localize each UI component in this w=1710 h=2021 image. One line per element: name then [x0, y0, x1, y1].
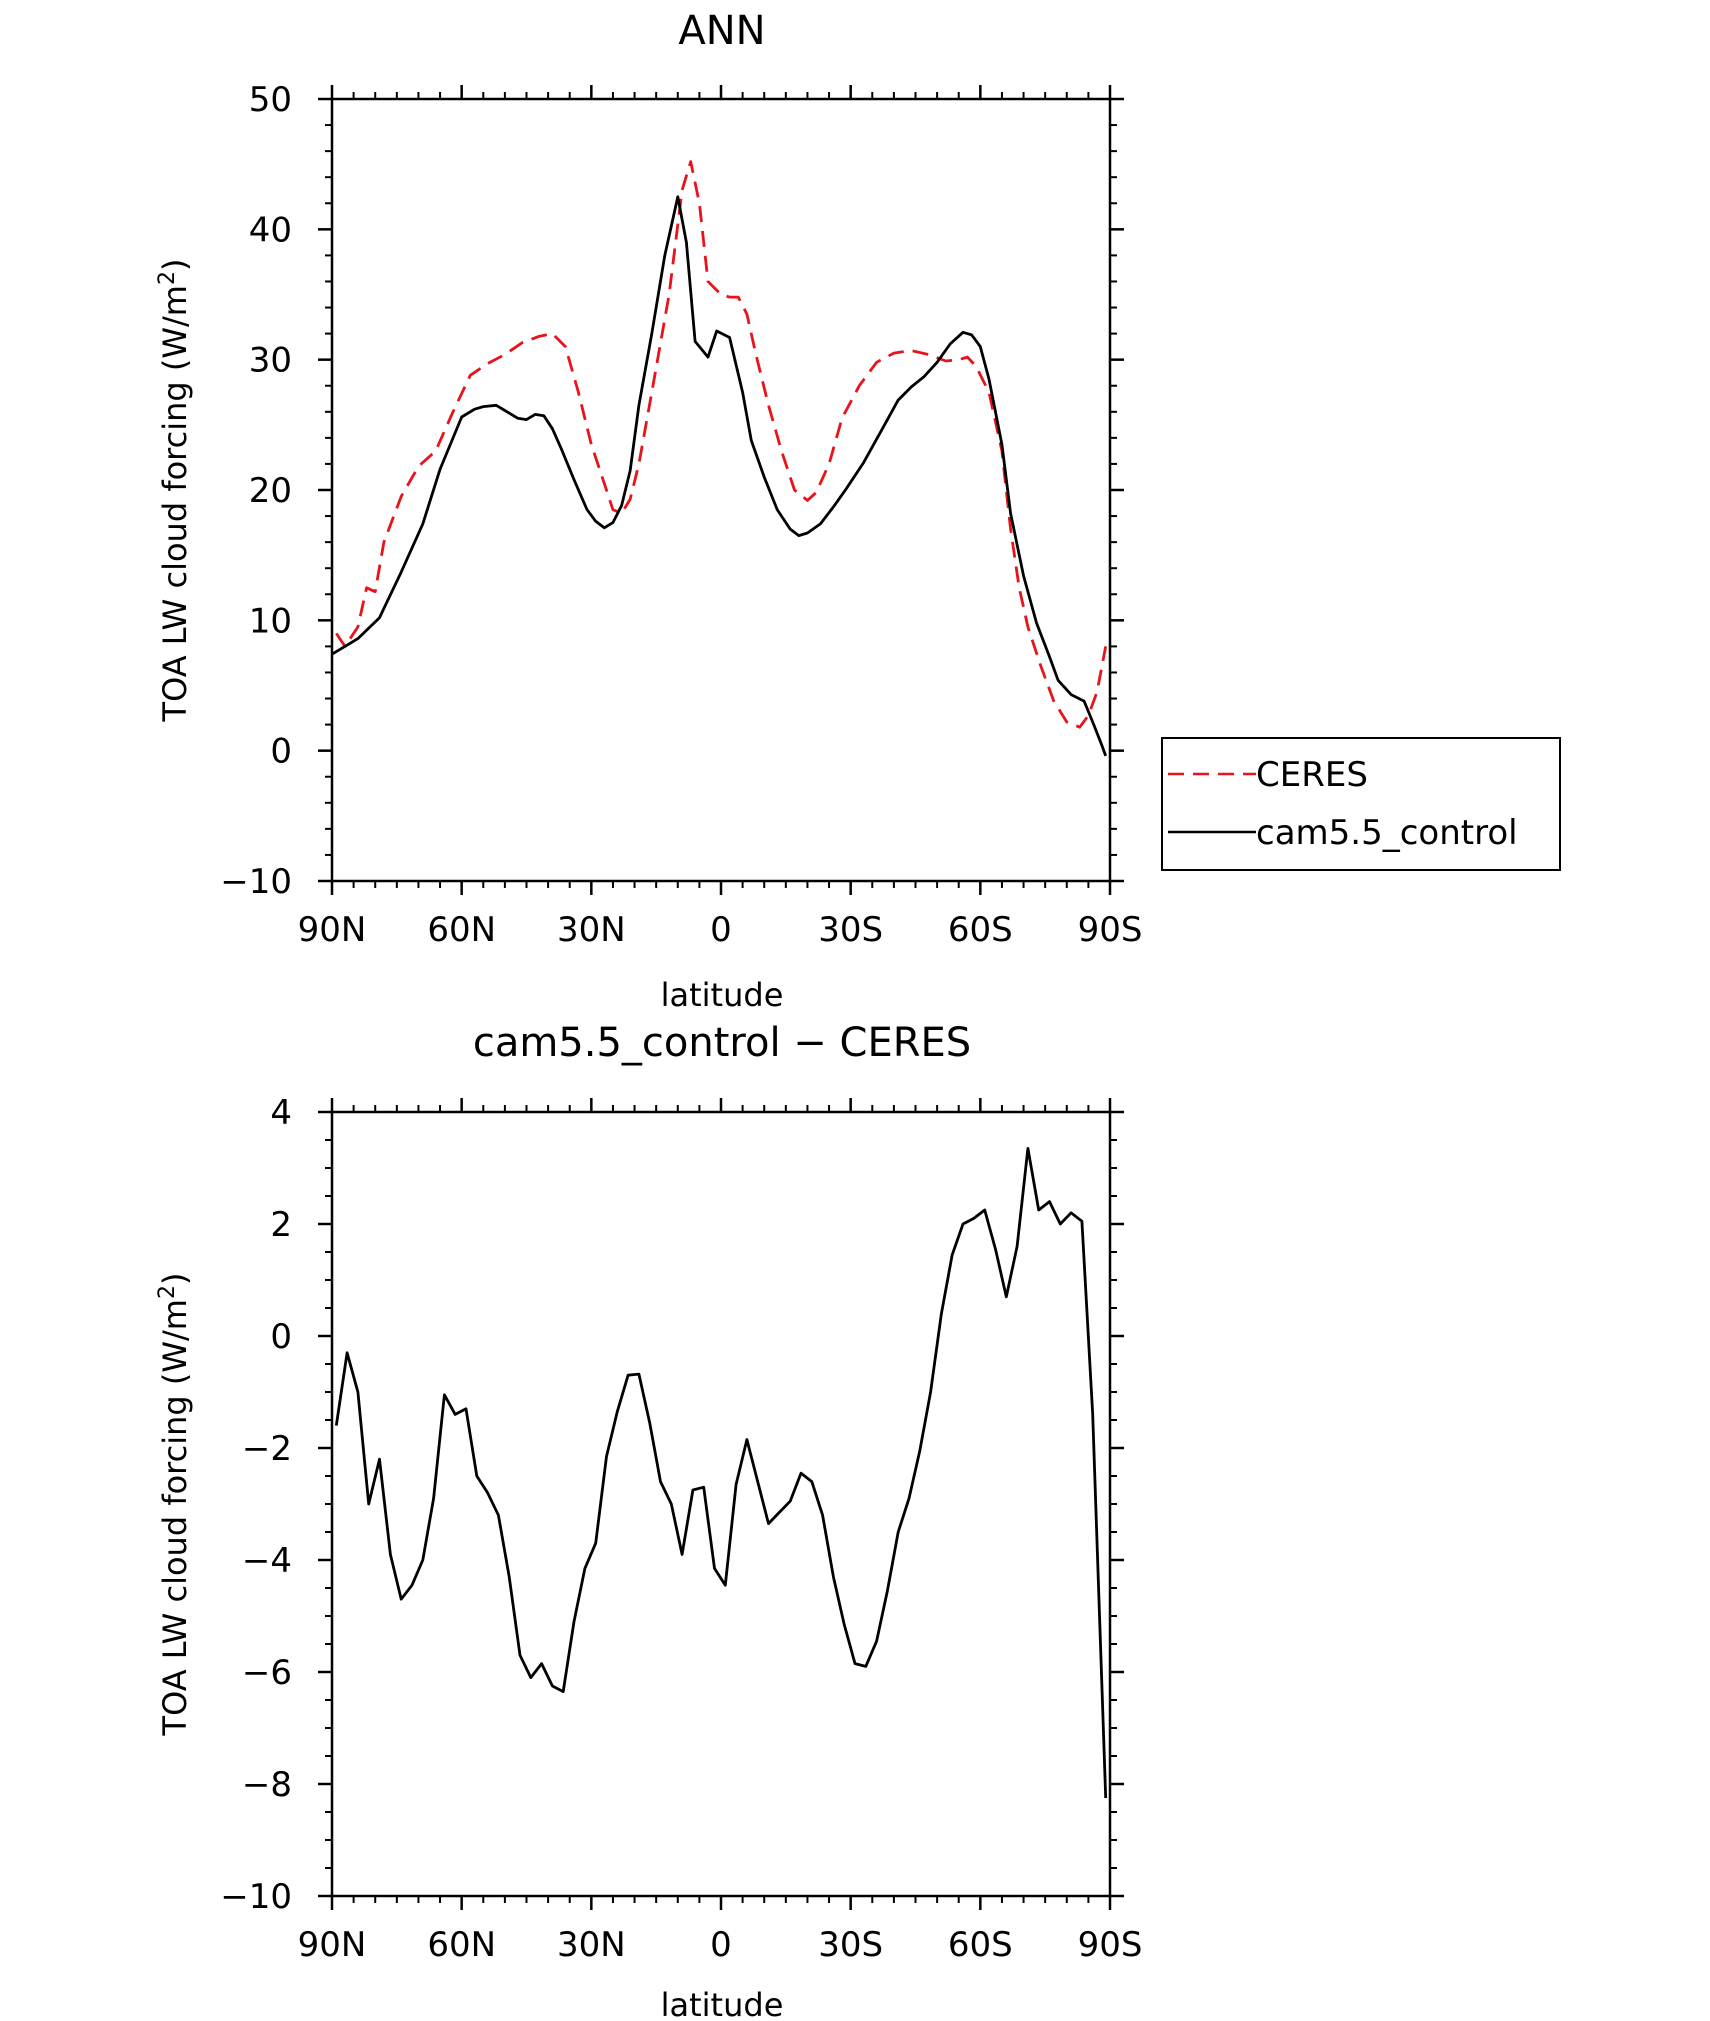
- x-tick-label: 60N: [427, 1925, 496, 1965]
- x-tick-label: 60S: [948, 910, 1013, 950]
- series-line-ceres: [335, 160, 1108, 729]
- series-line-difference-0: [334, 1147, 1108, 1799]
- series-line-cam5-5-control: [331, 195, 1108, 757]
- y-axis-label: TOA LW cloud forcing (W/m2): [155, 1273, 194, 1737]
- y-tick-label: 0: [270, 1317, 292, 1357]
- y-tick-label: 50: [249, 80, 292, 120]
- chart-title: ANN: [678, 8, 765, 54]
- x-tick-labels: 90N 60N 30N 0 30S 60S 90S: [298, 1925, 1143, 1965]
- series-layer: [334, 1147, 1108, 1799]
- x-tick-label: 90S: [1078, 910, 1143, 950]
- tick-marks: [318, 85, 1124, 895]
- y-tick-label: 0: [270, 732, 292, 772]
- x-tick-label: 30N: [557, 910, 626, 950]
- y-tick-labels: −10 0 10 20 30 40 50: [220, 80, 292, 902]
- y-tick-label: 10: [249, 601, 292, 641]
- legend-label-ceres: CERES: [1256, 755, 1368, 795]
- x-tick-label: 0: [710, 910, 732, 950]
- x-tick-labels: 90N 60N 30N 0 30S 60S 90S: [298, 910, 1143, 950]
- top-chart: ANN 90N 60N 30N 0 30S 60S 90S −10 0 10 20 30 40 50 l…: [155, 8, 1561, 1014]
- x-tick-label: 0: [710, 1925, 732, 1965]
- x-tick-label: 60N: [427, 910, 496, 950]
- x-tick-label: 90N: [298, 910, 367, 950]
- plot-frame: [330, 1110, 1112, 1898]
- legend: CERES cam5.5_control: [1161, 737, 1561, 871]
- x-tick-label: 90S: [1078, 1925, 1143, 1965]
- x-axis-label: latitude: [661, 1986, 784, 2021]
- x-tick-label: 30S: [818, 910, 883, 950]
- x-tick-label: 30N: [557, 1925, 626, 1965]
- y-tick-label: −2: [242, 1429, 292, 1469]
- y-tick-label: −6: [242, 1653, 292, 1693]
- chart-title: cam5.5_control − CERES: [473, 1020, 971, 1066]
- bottom-chart: cam5.5_control − CERES 90N 60N 30N 0 30S 60S 9…: [155, 1020, 1142, 2021]
- y-tick-label: −10: [220, 1877, 292, 1917]
- y-tick-label: 30: [249, 341, 292, 381]
- plot-frame: [330, 97, 1112, 883]
- y-tick-label: −10: [220, 862, 292, 902]
- legend-box: [1161, 737, 1561, 871]
- legend-label-cam55: cam5.5_control: [1256, 813, 1518, 853]
- y-tick-label: 4: [270, 1093, 292, 1133]
- y-tick-label: 20: [249, 471, 292, 511]
- x-axis-label: latitude: [661, 976, 784, 1014]
- y-tick-labels: −10 −8 −6 −4 −2 0 2 4: [220, 1093, 292, 1917]
- y-axis-label: TOA LW cloud forcing (W/m2): [155, 259, 194, 723]
- x-tick-label: 30S: [818, 1925, 883, 1965]
- y-tick-label: 2: [270, 1205, 292, 1245]
- y-tick-label: −4: [242, 1541, 292, 1581]
- y-tick-label: 40: [249, 210, 292, 250]
- series-layer: [331, 160, 1108, 757]
- tick-marks: [318, 1098, 1124, 1910]
- y-tick-label: −8: [242, 1765, 292, 1805]
- x-tick-label: 90N: [298, 1925, 367, 1965]
- x-tick-label: 60S: [948, 1925, 1013, 1965]
